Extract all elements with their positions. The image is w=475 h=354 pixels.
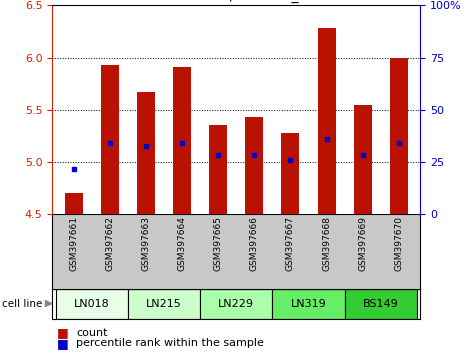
Bar (137, 92, 155, 214)
Text: LN215: LN215 (146, 298, 182, 309)
Text: GSM397670: GSM397670 (394, 216, 403, 272)
Text: GSM397664: GSM397664 (178, 216, 187, 271)
Bar (56, 289, 128, 319)
Text: GSM397661: GSM397661 (69, 216, 78, 272)
Text: ■: ■ (57, 337, 69, 350)
Text: count: count (76, 328, 107, 338)
Text: percentile rank within the sample: percentile rank within the sample (76, 338, 264, 348)
Text: BS149: BS149 (363, 298, 399, 309)
Text: GSM397667: GSM397667 (286, 216, 295, 272)
Bar (245, 117, 263, 214)
Bar (317, 28, 335, 214)
Bar (353, 104, 371, 214)
Bar (281, 133, 299, 214)
Bar (272, 289, 344, 319)
Bar (209, 125, 228, 214)
Text: GSM397663: GSM397663 (142, 216, 151, 272)
Text: GSM397666: GSM397666 (250, 216, 259, 272)
Bar (173, 67, 191, 214)
Bar (200, 289, 272, 319)
Text: GSM397668: GSM397668 (322, 216, 331, 272)
Bar (128, 289, 200, 319)
Text: GSM397669: GSM397669 (358, 216, 367, 272)
Bar (65, 193, 83, 214)
Text: cell line: cell line (2, 298, 43, 309)
Title: GDS4468 / 232558_at: GDS4468 / 232558_at (160, 0, 313, 3)
Bar (101, 65, 119, 214)
Text: LN319: LN319 (291, 298, 326, 309)
Bar (344, 289, 417, 319)
Bar (390, 57, 408, 214)
Text: GSM397665: GSM397665 (214, 216, 223, 272)
Text: GSM397662: GSM397662 (105, 216, 114, 271)
Text: LN018: LN018 (74, 298, 110, 309)
Text: ■: ■ (57, 326, 69, 339)
Text: LN229: LN229 (218, 298, 254, 309)
